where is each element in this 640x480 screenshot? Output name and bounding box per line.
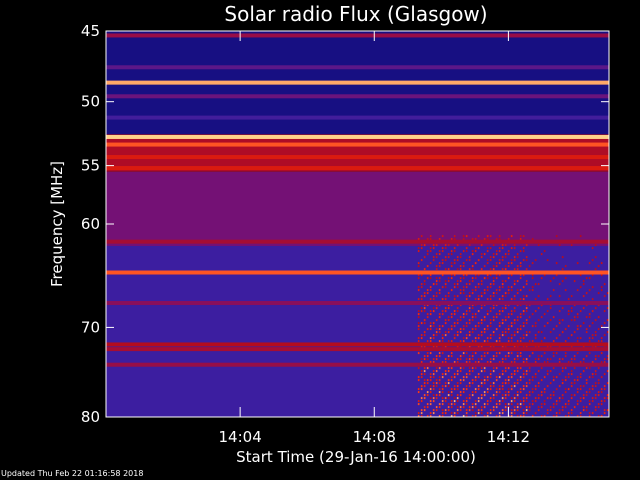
emission-line xyxy=(106,134,609,139)
background-band xyxy=(106,134,609,172)
y-tick-label: 45 xyxy=(81,22,100,40)
emission-line xyxy=(106,270,609,275)
emission-line xyxy=(106,342,609,347)
y-tick-label: 80 xyxy=(81,408,100,426)
x-tick-label: 14:08 xyxy=(353,428,396,446)
x-tick-label: 14:12 xyxy=(487,428,530,446)
y-tick-label: 60 xyxy=(81,215,100,233)
x-axis: 14:04 14:08 14:12 xyxy=(219,31,530,446)
background-band xyxy=(106,171,609,246)
emission-line xyxy=(106,155,609,160)
heatmap-area xyxy=(106,31,609,417)
emission-line xyxy=(106,115,609,120)
emission-line xyxy=(106,301,609,306)
y-axis-label: Frequency [MHz] xyxy=(48,161,66,287)
y-tick-label: 70 xyxy=(81,318,100,336)
y-tick-label: 55 xyxy=(81,157,100,175)
emission-line xyxy=(106,33,609,38)
emission-line xyxy=(106,94,609,99)
x-axis-label: Start Time (29-Jan-16 14:00:00) xyxy=(236,448,476,466)
emission-line xyxy=(106,347,609,352)
emission-line xyxy=(106,65,609,70)
x-tick-label: 14:04 xyxy=(219,428,262,446)
updated-timestamp: Updated Thu Feb 22 01:16:58 2018 xyxy=(1,469,144,478)
y-tick-label: 50 xyxy=(81,93,100,111)
emission-line xyxy=(106,142,609,147)
emission-line xyxy=(106,239,609,244)
y-axis: 45 50 55 60 70 80 xyxy=(81,22,609,426)
chart-title: Solar radio Flux (Glasgow) xyxy=(224,2,487,26)
emission-line xyxy=(106,166,609,171)
emission-line xyxy=(106,362,609,367)
emission-line xyxy=(106,80,609,85)
